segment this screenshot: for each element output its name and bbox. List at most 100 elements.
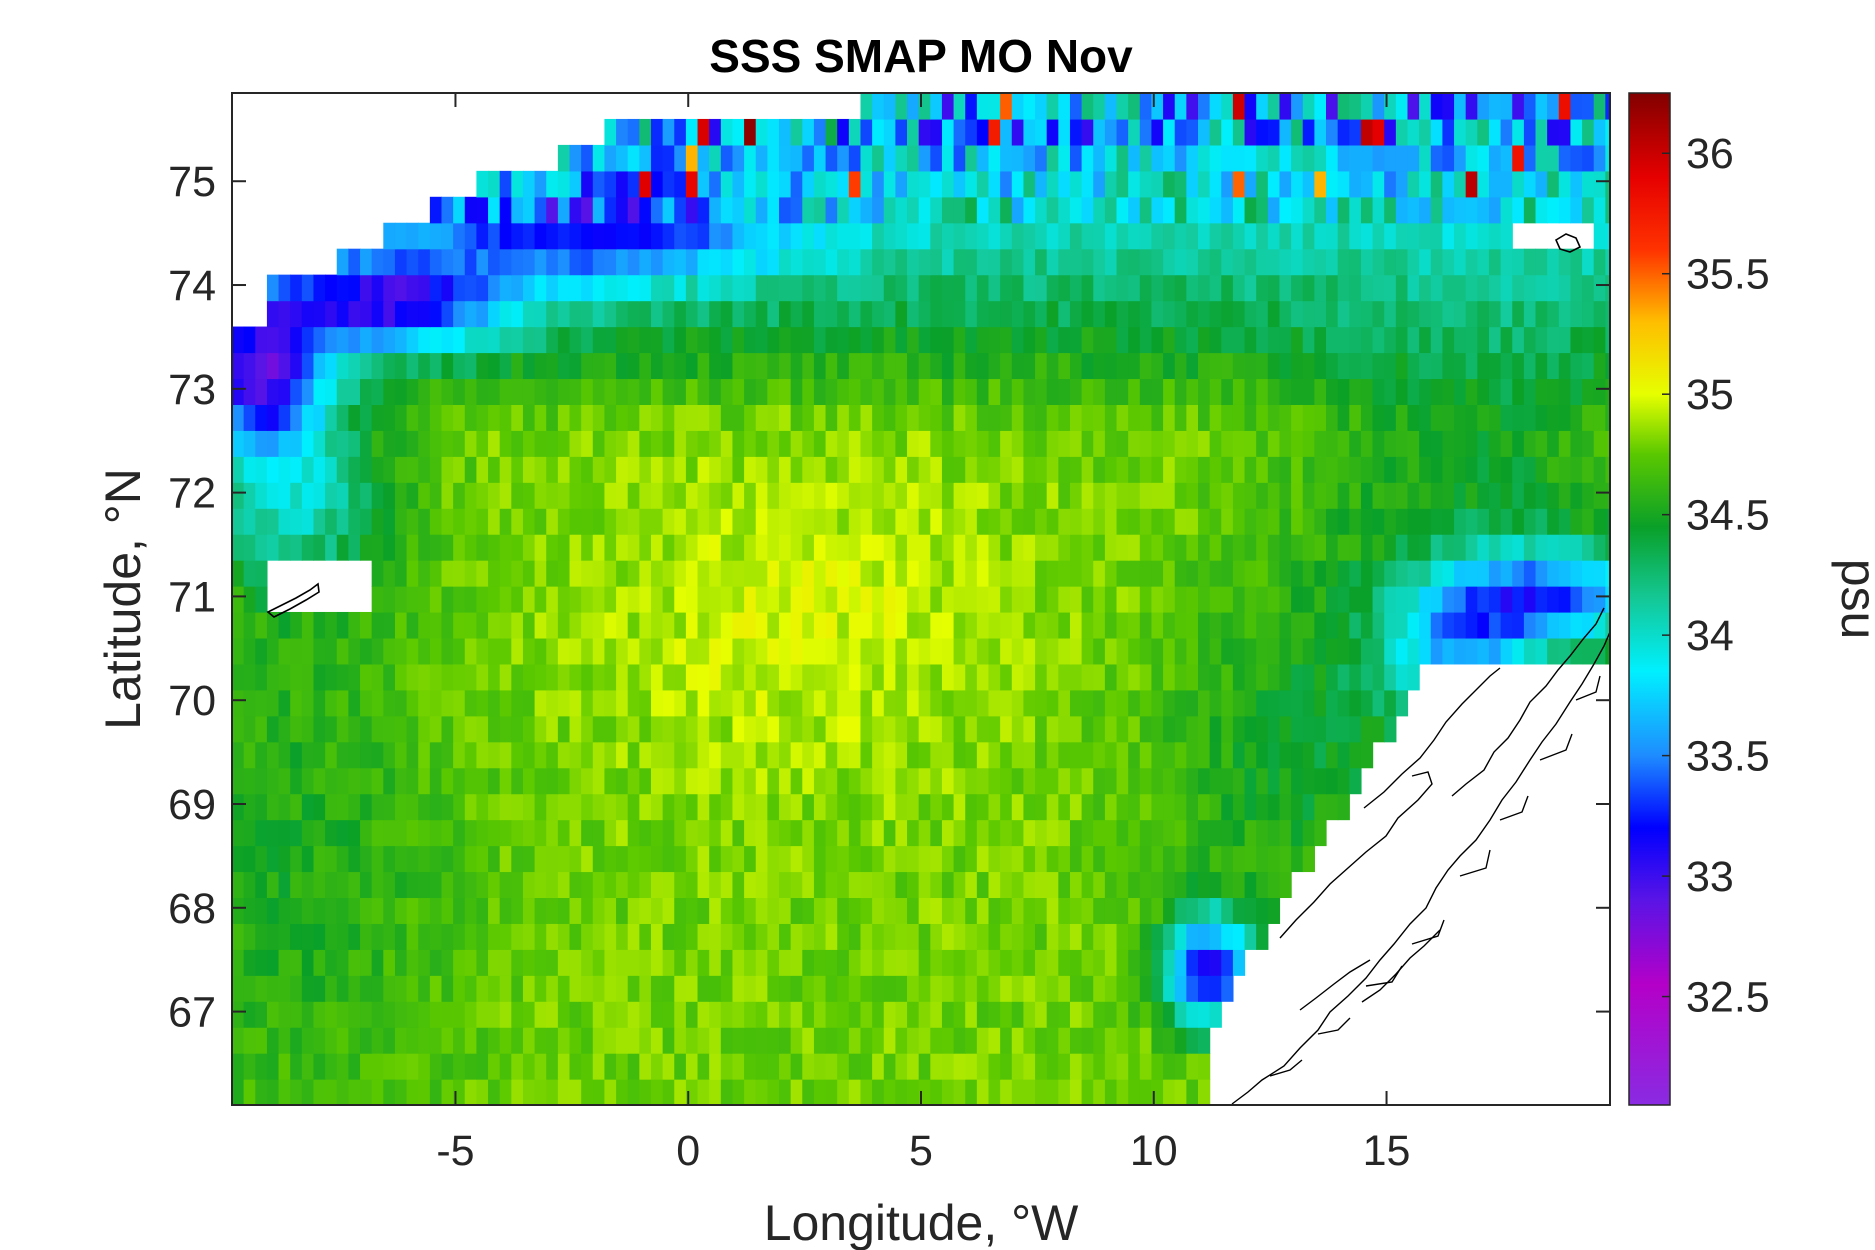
heatmap-cell: [813, 715, 827, 743]
heatmap-cell: [1547, 170, 1560, 198]
heatmap-cell: [918, 1001, 931, 1028]
heatmap-cell: [1302, 741, 1315, 769]
heatmap-cell: [650, 663, 664, 691]
heatmap-cell: [1186, 93, 1199, 120]
heatmap-cell: [1209, 170, 1222, 198]
heatmap-cell: [1244, 378, 1257, 405]
heatmap-cell: [441, 222, 454, 250]
heatmap-cell: [767, 715, 780, 743]
heatmap-cell: [1093, 560, 1106, 587]
heatmap-cell: [1488, 586, 1502, 613]
heatmap-cell: [232, 741, 245, 769]
heatmap-cell: [604, 404, 617, 431]
heatmap-cell: [511, 378, 524, 405]
heatmap-cell: [1547, 300, 1560, 328]
heatmap-cell: [1407, 560, 1420, 587]
heatmap-cell: [243, 767, 256, 795]
heatmap-cell: [1593, 248, 1606, 276]
heatmap-cell: [1465, 222, 1478, 250]
heatmap-cell: [243, 586, 256, 613]
y-tick-label: 71: [168, 573, 216, 621]
heatmap-cell: [790, 352, 803, 380]
heatmap-cell: [557, 378, 571, 405]
heatmap-cell: [1256, 482, 1269, 509]
heatmap-cell: [1163, 300, 1176, 328]
heatmap-cell: [1000, 170, 1013, 198]
heatmap-cell: [1035, 949, 1048, 976]
heatmap-cell: [1186, 767, 1199, 795]
heatmap-cell: [1442, 248, 1455, 276]
heatmap-cell: [1454, 637, 1467, 665]
heatmap-cell: [616, 378, 629, 405]
heatmap-cell: [1314, 560, 1327, 587]
heatmap-cell: [232, 534, 245, 561]
heatmap-cell: [779, 248, 792, 276]
heatmap-cell: [429, 819, 443, 847]
heatmap-cell: [1174, 689, 1187, 717]
heatmap-cell: [371, 793, 384, 821]
heatmap-cell: [930, 741, 943, 769]
heatmap-cell: [1314, 248, 1327, 276]
heatmap-cell: [243, 1001, 256, 1028]
heatmap-cell: [907, 845, 920, 873]
heatmap-cell: [1058, 845, 1071, 873]
heatmap-cell: [1558, 430, 1572, 457]
heatmap-cell: [557, 196, 571, 224]
heatmap-cell: [232, 508, 245, 535]
heatmap-cell: [825, 923, 838, 950]
heatmap-cell: [1407, 326, 1420, 354]
heatmap-cell: [534, 352, 547, 380]
heatmap-cell: [441, 975, 454, 1002]
heatmap-cell: [1535, 637, 1548, 665]
heatmap-cell: [1093, 93, 1106, 120]
heatmap-cell: [1535, 534, 1548, 561]
heatmap-cell: [616, 845, 629, 873]
heatmap-cell: [755, 248, 768, 276]
heatmap-cell: [464, 845, 478, 873]
heatmap-cell: [813, 767, 827, 795]
heatmap-cell: [1221, 430, 1234, 457]
heatmap-cell: [848, 741, 862, 769]
heatmap-cell: [569, 144, 582, 172]
heatmap-cell: [779, 196, 792, 224]
heatmap-cell: [1279, 144, 1292, 172]
heatmap-cell: [1163, 482, 1176, 509]
heatmap-cell: [1081, 819, 1094, 847]
heatmap-cell: [1163, 689, 1176, 717]
heatmap-cell: [1337, 534, 1350, 561]
heatmap-cell: [604, 793, 617, 821]
heatmap-cell: [488, 1001, 501, 1028]
heatmap-cell: [1244, 845, 1257, 873]
heatmap-cell: [325, 352, 338, 380]
heatmap-cell: [1535, 93, 1548, 120]
heatmap-cell: [1279, 274, 1292, 302]
heatmap-cell: [1174, 118, 1187, 146]
heatmap-cell: [767, 1027, 780, 1054]
heatmap-cell: [1128, 793, 1141, 821]
heatmap-cell: [1407, 248, 1420, 276]
heatmap-cell: [1523, 611, 1537, 639]
heatmap-cell: [685, 248, 699, 276]
heatmap-cell: [988, 767, 1001, 795]
heatmap-cell: [441, 819, 454, 847]
heatmap-cell: [360, 845, 373, 873]
heatmap-cell: [569, 170, 582, 198]
heatmap-cell: [616, 508, 629, 535]
heatmap-cell: [383, 508, 396, 535]
heatmap-cell: [1221, 715, 1234, 743]
heatmap-cell: [650, 560, 664, 587]
heatmap-cell: [604, 1001, 617, 1028]
heatmap-cell: [709, 871, 722, 899]
heatmap-cell: [1395, 482, 1409, 509]
heatmap-cell: [1023, 196, 1036, 224]
heatmap-cell: [232, 1079, 245, 1105]
heatmap-cell: [464, 741, 478, 769]
heatmap-cell: [406, 715, 419, 743]
heatmap-cell: [232, 845, 245, 873]
heatmap-cell: [848, 611, 862, 639]
heatmap-cell: [1442, 378, 1455, 405]
heatmap-cell: [371, 430, 384, 457]
heatmap-cell: [779, 923, 792, 950]
heatmap-cell: [709, 534, 722, 561]
heatmap-cell: [546, 534, 559, 561]
